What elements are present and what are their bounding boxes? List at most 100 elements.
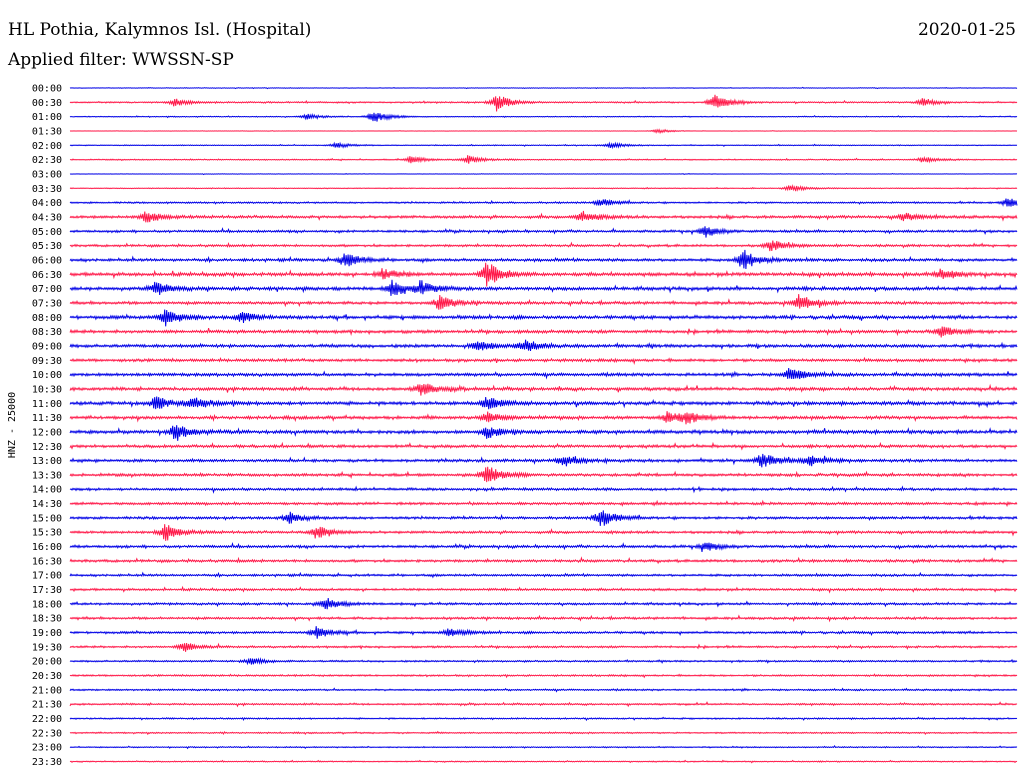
trace-line xyxy=(69,94,1018,112)
y-axis-label: HNZ - 25000 xyxy=(7,392,18,458)
trace-line xyxy=(69,309,1018,327)
time-tick-label: 11:00 xyxy=(32,399,62,410)
time-tick-label: 07:30 xyxy=(32,298,62,309)
trace-line xyxy=(69,556,1018,565)
time-tick-label: 16:00 xyxy=(32,542,62,553)
time-tick-label: 14:30 xyxy=(32,499,62,510)
trace-line xyxy=(69,396,1018,410)
trace-line xyxy=(69,571,1018,579)
trace-line xyxy=(69,279,1018,296)
time-tick-label: 06:00 xyxy=(32,255,62,266)
time-tick-label: 19:30 xyxy=(32,642,62,653)
time-tick-label: 06:30 xyxy=(32,270,62,281)
trace-line xyxy=(69,716,1018,722)
time-tick-label: 17:00 xyxy=(32,571,62,582)
trace-line xyxy=(69,485,1018,494)
time-tick-label: 12:30 xyxy=(32,442,62,453)
time-tick-label: 12:00 xyxy=(32,427,62,438)
time-tick-label: 00:30 xyxy=(32,98,62,109)
time-tick-label: 18:30 xyxy=(32,614,62,625)
trace-line xyxy=(69,184,1018,192)
trace-line xyxy=(69,411,1018,425)
trace-line xyxy=(69,112,1018,122)
trace-line xyxy=(69,155,1018,164)
station-title: HL Pothia, Kalymnos Isl. (Hospital) xyxy=(8,20,312,40)
time-tick-label: 21:30 xyxy=(32,700,62,711)
time-tick-label: 05:00 xyxy=(32,227,62,238)
time-tick-label: 22:00 xyxy=(32,714,62,725)
trace-line xyxy=(69,173,1018,176)
trace-line xyxy=(69,585,1018,594)
trace-line xyxy=(69,466,1018,483)
time-tick-label: 09:30 xyxy=(32,356,62,367)
time-tick-label: 10:30 xyxy=(32,384,62,395)
time-tick-label: 20:30 xyxy=(32,671,62,682)
trace-line xyxy=(69,339,1018,351)
trace-line xyxy=(69,294,1018,310)
time-tick-label: 15:00 xyxy=(32,513,62,524)
trace-line xyxy=(69,642,1018,652)
trace-line xyxy=(69,626,1018,639)
time-tick-label: 13:00 xyxy=(32,456,62,467)
trace-line xyxy=(69,141,1018,150)
trace-line xyxy=(69,441,1018,451)
trace-line xyxy=(69,657,1018,666)
trace-line xyxy=(69,356,1018,365)
trace-line xyxy=(69,673,1018,679)
time-tick-label: 08:00 xyxy=(32,313,62,324)
time-tick-label: 23:30 xyxy=(32,757,62,768)
time-tick-label: 08:30 xyxy=(32,327,62,338)
trace-line xyxy=(69,499,1018,508)
trace-line xyxy=(69,598,1018,610)
time-tick-label: 04:30 xyxy=(32,212,62,223)
trace-line xyxy=(69,701,1018,708)
trace-line xyxy=(69,687,1018,693)
time-tick-label: 16:30 xyxy=(32,556,62,567)
time-tick-label: 17:30 xyxy=(32,585,62,596)
time-tick-label: 13:30 xyxy=(32,470,62,481)
filter-label: Applied filter: WWSSN-SP xyxy=(8,50,234,70)
trace-lines xyxy=(69,86,1018,764)
time-tick-label: 14:00 xyxy=(32,485,62,496)
time-tick-label: 03:00 xyxy=(32,169,62,180)
trace-line xyxy=(69,240,1018,252)
time-tick-label: 07:00 xyxy=(32,284,62,295)
time-tick-label: 22:30 xyxy=(32,728,62,739)
time-tick-label: 15:30 xyxy=(32,528,62,539)
recording-date: 2020-01-25 xyxy=(917,20,1016,40)
time-tick-label: 19:00 xyxy=(32,628,62,639)
trace-line xyxy=(69,614,1018,623)
trace-line xyxy=(69,730,1018,736)
trace-line xyxy=(69,510,1018,526)
time-tick-label: 01:30 xyxy=(32,126,62,137)
time-tick-label: 11:30 xyxy=(32,413,62,424)
time-tick-label: 23:00 xyxy=(32,743,62,754)
trace-line xyxy=(69,368,1018,380)
time-tick-label: 00:00 xyxy=(32,84,62,95)
trace-line xyxy=(69,198,1018,207)
trace-line xyxy=(69,262,1018,287)
time-tick-label: 21:00 xyxy=(32,685,62,696)
time-tick-label: 03:30 xyxy=(32,184,62,195)
trace-line xyxy=(69,86,1018,90)
time-tick-label: 20:00 xyxy=(32,657,62,668)
trace-line xyxy=(69,425,1018,441)
time-tick-label: 02:30 xyxy=(32,155,62,166)
trace-line xyxy=(69,128,1018,135)
tick-labels: 00:00 00:30 01:00 01:30 02:00 02:30 03:00 03:30… xyxy=(32,84,62,769)
time-tick-label: 02:00 xyxy=(32,141,62,152)
trace-line xyxy=(69,210,1018,223)
trace-line xyxy=(69,453,1018,468)
time-tick-label: 09:00 xyxy=(32,341,62,352)
trace-line xyxy=(69,383,1018,396)
time-tick-label: 05:30 xyxy=(32,241,62,252)
time-tick-label: 04:00 xyxy=(32,198,62,209)
trace-line xyxy=(69,759,1018,764)
trace-line xyxy=(69,326,1018,338)
trace-line xyxy=(69,541,1018,552)
trace-line xyxy=(69,524,1018,541)
trace-line xyxy=(69,249,1018,270)
trace-line xyxy=(69,744,1018,750)
time-tick-label: 01:00 xyxy=(32,112,62,123)
